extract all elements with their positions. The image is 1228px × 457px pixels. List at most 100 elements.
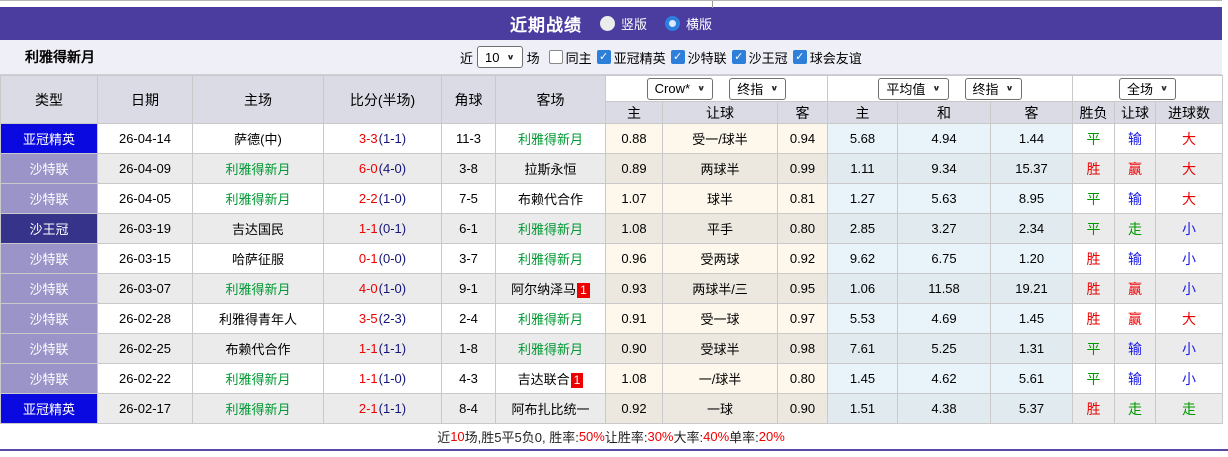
crown-home-odds: 1.08 (605, 363, 663, 394)
summary-value: 10 (450, 429, 465, 444)
header-row-top: 类型 日期 主场 比分(半场) 角球 客场 Crow* ∨ 终指 ∨ (0, 75, 1224, 124)
halftime-score: (1-1) (378, 341, 407, 356)
result-handicap: 走 (1114, 393, 1156, 424)
layout-option-horizontal[interactable]: 横版 (665, 14, 712, 33)
filter-checkbox-3[interactable]: ✓ 沙王冠 (731, 48, 788, 67)
radio-checked-icon[interactable] (665, 16, 680, 31)
corner-score: 9-1 (441, 273, 496, 304)
avg-home-odds: 5.53 (827, 303, 898, 334)
checkbox-checked-icon[interactable]: ✓ (596, 50, 611, 64)
away-team[interactable]: 阿尔纳泽马 1 (495, 273, 606, 304)
scope-header: 全场 ∨ (1071, 75, 1224, 102)
home-team[interactable]: 利雅得新月 (192, 153, 324, 184)
home-team[interactable]: 哈萨征服 (192, 243, 324, 274)
away-team[interactable]: 利雅得新月 (495, 243, 606, 274)
crown-home-odds: 0.88 (605, 123, 663, 154)
scope-select[interactable]: 全场 ∨ (1118, 77, 1177, 100)
avg-away-odds: 1.44 (990, 123, 1073, 154)
home-team[interactable]: 利雅得新月 (192, 393, 324, 424)
home-team[interactable]: 利雅得新月 (192, 273, 324, 304)
corner-score: 7-5 (441, 183, 496, 214)
subheader-goals: 进球数 (1154, 101, 1224, 124)
crown-kind-select[interactable]: 终指 ∨ (729, 77, 787, 100)
result-goals: 大 (1154, 123, 1224, 154)
away-team[interactable]: 利雅得新月 (495, 123, 606, 154)
crown-odds-header: Crow* ∨ 终指 ∨ (605, 75, 828, 102)
corner-score: 11-3 (441, 123, 496, 154)
halftime-score: (0-0) (378, 251, 407, 266)
home-team[interactable]: 布赖代合作 (192, 333, 324, 364)
match-count-select[interactable]: 10 ∨ (477, 46, 523, 68)
summary-value: 40% (703, 429, 730, 444)
filter-checkbox-1[interactable]: ✓ 亚冠精英 (596, 48, 666, 67)
home-team[interactable]: 利雅得新月 (192, 363, 324, 394)
result-wdl: 胜 (1072, 303, 1115, 334)
avg-source-select[interactable]: 平均值 ∨ (878, 77, 949, 100)
result-handicap: 赢 (1114, 303, 1156, 334)
radio-vertical-label: 竖版 (620, 17, 647, 32)
filter-checkbox-4[interactable]: ✓ 球会友谊 (792, 48, 862, 67)
recent-results-panel: 近期战绩 竖版 横版 利雅得新月 近 10 ∨ 场 同主 ✓ 亚冠精英 ✓ 沙特联 ✓ 沙王… (0, 0, 1224, 445)
away-team[interactable]: 利雅得新月 (495, 213, 606, 244)
team-name: 利雅得新月 (25, 49, 95, 65)
header-away: 客场 (495, 75, 606, 124)
match-score: 1-1(1-1) (323, 333, 442, 364)
avg-home-odds: 7.61 (827, 333, 898, 364)
result-goals: 大 (1154, 153, 1224, 184)
match-row: 沙特联 26-02-28 利雅得青年人 3-5(2-3) 2-4 利雅得新月 0.91 受一球… (0, 303, 1224, 334)
checkbox-checked-icon[interactable]: ✓ (792, 50, 807, 64)
result-wdl: 平 (1072, 363, 1115, 394)
match-score: 3-5(2-3) (323, 303, 442, 334)
league-type-badge: 沙王冠 (0, 213, 98, 244)
avg-away-odds: 15.37 (990, 153, 1073, 184)
summary-text: 单率: (729, 430, 759, 445)
crown-home-odds: 0.92 (605, 393, 663, 424)
match-score: 1-1(1-0) (323, 363, 442, 394)
halftime-score: (1-0) (378, 191, 407, 206)
home-team[interactable]: 吉达国民 (192, 213, 324, 244)
layout-option-vertical[interactable]: 竖版 (599, 14, 647, 33)
away-team[interactable]: 布赖代合作 (495, 183, 606, 214)
avg-home-odds: 1.27 (827, 183, 898, 214)
home-team[interactable]: 利雅得新月 (192, 183, 324, 214)
result-handicap: 输 (1114, 363, 1156, 394)
match-date: 26-03-19 (97, 213, 193, 244)
avg-home-odds: 1.06 (827, 273, 898, 304)
bottom-divider (0, 449, 1228, 451)
home-team[interactable]: 萨德(中) (192, 123, 324, 154)
crown-home-odds: 1.07 (605, 183, 663, 214)
match-score: 4-0(1-0) (323, 273, 442, 304)
away-team[interactable]: 阿布扎比统一 (495, 393, 606, 424)
avg-draw-odds: 5.63 (897, 183, 991, 214)
results-table: 类型 日期 主场 比分(半场) 角球 客场 Crow* ∨ 终指 ∨ (0, 75, 1224, 424)
chevron-down-icon: ∨ (506, 52, 515, 62)
crown-away-odds: 0.97 (777, 303, 828, 334)
subheader-crown-home: 主 (605, 101, 663, 124)
summary-value: 20% (758, 429, 785, 444)
home-team[interactable]: 利雅得青年人 (192, 303, 324, 334)
avg-kind-select[interactable]: 终指 ∨ (964, 77, 1022, 100)
checkbox-checked-icon[interactable]: ✓ (731, 50, 746, 64)
avg-away-odds: 19.21 (990, 273, 1073, 304)
league-type-badge: 沙特联 (0, 153, 98, 184)
away-team[interactable]: 吉达联合 1 (495, 363, 606, 394)
result-wdl: 平 (1072, 333, 1115, 364)
result-wdl: 胜 (1072, 393, 1115, 424)
radio-unchecked-icon[interactable] (599, 16, 615, 31)
filter-checkbox-0[interactable]: 同主 (548, 48, 592, 67)
chevron-down-icon: ∨ (1005, 84, 1014, 93)
match-score: 2-2(1-0) (323, 183, 442, 214)
crown-source-select[interactable]: Crow* ∨ (646, 77, 714, 100)
filter-checkbox-2[interactable]: ✓ 沙特联 (670, 48, 727, 67)
result-handicap: 输 (1114, 333, 1156, 364)
crown-home-odds: 0.89 (605, 153, 663, 184)
halftime-score: (1-1) (378, 401, 407, 416)
radio-horizontal-label: 横版 (686, 17, 713, 32)
checkbox-checked-icon[interactable]: ✓ (670, 50, 685, 64)
checkbox-unchecked-icon[interactable] (548, 50, 563, 64)
away-team[interactable]: 利雅得新月 (495, 333, 606, 364)
corner-score: 3-8 (441, 153, 496, 184)
away-team[interactable]: 拉斯永恒 (495, 153, 606, 184)
away-team[interactable]: 利雅得新月 (495, 303, 606, 334)
header-corners: 角球 (441, 75, 496, 124)
